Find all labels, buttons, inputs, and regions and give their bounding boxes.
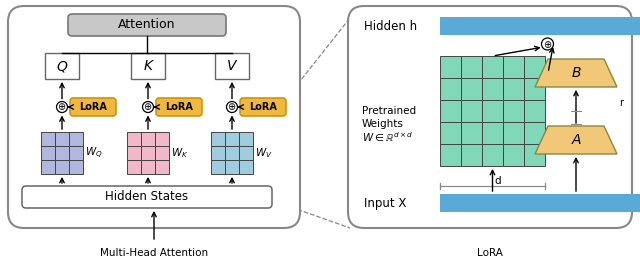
Bar bbox=[239, 132, 253, 146]
Bar bbox=[55, 132, 69, 146]
Polygon shape bbox=[535, 59, 617, 87]
Bar bbox=[141, 160, 155, 174]
FancyBboxPatch shape bbox=[68, 14, 226, 36]
Bar bbox=[225, 132, 239, 146]
Circle shape bbox=[143, 102, 154, 112]
Bar bbox=[211, 146, 225, 160]
Text: LoRA: LoRA bbox=[477, 248, 503, 258]
Bar bbox=[461, 78, 482, 100]
Bar bbox=[440, 144, 461, 166]
Bar bbox=[482, 122, 503, 144]
Text: $\oplus$: $\oplus$ bbox=[227, 102, 237, 112]
Bar bbox=[524, 122, 545, 144]
Bar bbox=[503, 122, 524, 144]
Text: K: K bbox=[143, 59, 152, 73]
Bar bbox=[524, 56, 545, 78]
Bar bbox=[440, 56, 461, 78]
Bar bbox=[461, 100, 482, 122]
Bar bbox=[440, 78, 461, 100]
Bar bbox=[440, 100, 461, 122]
Bar bbox=[127, 132, 141, 146]
Text: Multi-Head Attention: Multi-Head Attention bbox=[100, 248, 208, 258]
Bar bbox=[239, 160, 253, 174]
Bar bbox=[524, 78, 545, 100]
Bar bbox=[461, 122, 482, 144]
Bar bbox=[503, 78, 524, 100]
Text: $W_V$: $W_V$ bbox=[255, 146, 273, 160]
Text: LoRA: LoRA bbox=[165, 102, 193, 112]
Bar bbox=[440, 122, 461, 144]
Bar bbox=[69, 132, 83, 146]
FancyBboxPatch shape bbox=[240, 98, 286, 116]
Bar bbox=[127, 160, 141, 174]
Bar bbox=[131, 53, 165, 79]
Text: V: V bbox=[227, 59, 237, 73]
FancyBboxPatch shape bbox=[70, 98, 116, 116]
Bar bbox=[482, 78, 503, 100]
Bar bbox=[482, 144, 503, 166]
Bar bbox=[155, 146, 169, 160]
Text: $\oplus$: $\oplus$ bbox=[58, 102, 67, 112]
Bar bbox=[482, 100, 503, 122]
Bar bbox=[155, 160, 169, 174]
Text: d: d bbox=[495, 176, 501, 186]
Text: LoRA: LoRA bbox=[249, 102, 277, 112]
Bar bbox=[69, 146, 83, 160]
Bar bbox=[141, 132, 155, 146]
Bar bbox=[41, 160, 55, 174]
Bar bbox=[461, 144, 482, 166]
Circle shape bbox=[541, 38, 554, 50]
Bar bbox=[225, 160, 239, 174]
Bar bbox=[215, 53, 249, 79]
Bar bbox=[440, 17, 640, 35]
Circle shape bbox=[56, 102, 67, 112]
Text: Attention: Attention bbox=[118, 18, 176, 32]
Bar bbox=[41, 146, 55, 160]
Text: $\oplus$: $\oplus$ bbox=[543, 39, 552, 49]
Bar bbox=[55, 160, 69, 174]
Bar bbox=[440, 194, 640, 212]
FancyBboxPatch shape bbox=[8, 6, 300, 228]
Bar bbox=[45, 53, 79, 79]
Bar bbox=[524, 100, 545, 122]
Bar bbox=[461, 56, 482, 78]
Text: Pretrained: Pretrained bbox=[362, 106, 416, 116]
FancyBboxPatch shape bbox=[348, 6, 632, 228]
Bar bbox=[141, 146, 155, 160]
Text: A: A bbox=[572, 133, 580, 147]
Text: Hidden h: Hidden h bbox=[364, 19, 417, 32]
Bar bbox=[225, 146, 239, 160]
Polygon shape bbox=[535, 126, 617, 154]
Text: $W \in \mathbb{R}^{d\times d}$: $W \in \mathbb{R}^{d\times d}$ bbox=[362, 130, 413, 144]
Bar bbox=[155, 132, 169, 146]
Bar bbox=[127, 146, 141, 160]
Text: B: B bbox=[572, 66, 580, 80]
Text: $W_Q$: $W_Q$ bbox=[85, 146, 102, 161]
Bar bbox=[69, 160, 83, 174]
Text: Q: Q bbox=[56, 59, 67, 73]
Bar bbox=[482, 56, 503, 78]
Text: Hidden States: Hidden States bbox=[106, 191, 189, 204]
FancyBboxPatch shape bbox=[156, 98, 202, 116]
Text: LoRA: LoRA bbox=[79, 102, 107, 112]
FancyBboxPatch shape bbox=[22, 186, 272, 208]
Circle shape bbox=[227, 102, 237, 112]
Bar bbox=[211, 132, 225, 146]
Bar bbox=[524, 144, 545, 166]
Bar bbox=[503, 144, 524, 166]
Bar bbox=[503, 56, 524, 78]
Bar bbox=[41, 132, 55, 146]
Text: $W_K$: $W_K$ bbox=[171, 146, 189, 160]
Text: Input X: Input X bbox=[364, 198, 406, 211]
Text: Weights: Weights bbox=[362, 119, 404, 129]
Bar bbox=[503, 100, 524, 122]
Text: $\oplus$: $\oplus$ bbox=[143, 102, 152, 112]
Text: r: r bbox=[619, 98, 623, 109]
Bar bbox=[55, 146, 69, 160]
Bar bbox=[211, 160, 225, 174]
Bar bbox=[239, 146, 253, 160]
